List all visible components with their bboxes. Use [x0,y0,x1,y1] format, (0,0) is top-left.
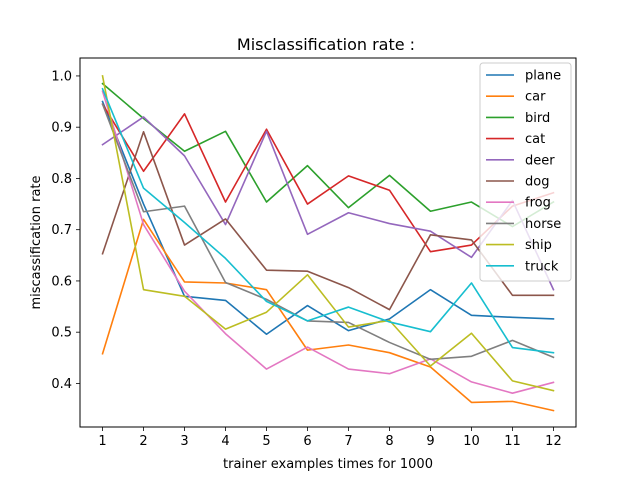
legend-label-dog: dog [525,175,549,190]
y-tick-label: 0.4 [51,377,72,392]
x-tick-label: 12 [545,434,562,449]
y-axis-title: miscassification rate [29,175,44,309]
x-tick-label: 1 [98,434,106,449]
y-tick-label: 0.8 [51,172,72,187]
x-tick-label: 7 [344,434,352,449]
x-tick-label: 11 [504,434,521,449]
legend-label-bird: bird [525,111,550,126]
x-tick-label: 9 [426,434,434,449]
legend-label-deer: deer [525,153,555,168]
legend-label-plane: plane [525,69,561,84]
legend-label-frog: frog [525,196,551,211]
y-tick-label: 0.5 [51,326,72,341]
x-tick-label: 4 [221,434,229,449]
series-line-frog [101,90,555,394]
series-line-dog [101,131,555,311]
axis-layer: 1 2 3 4 5 6 7 8 9 10 11 120.40.50.60.70.80.91.0 [51,69,561,449]
legend: plane car bird cat deer dog frog horse ship truck [479,62,572,282]
series-line-cat [101,103,555,253]
x-tick-label: 3 [180,434,188,449]
y-tick-label: 1.0 [51,69,72,84]
legend-label-car: car [525,90,546,105]
series-line-horse [101,103,555,361]
y-tick-label: 0.7 [51,223,72,238]
legend-label-horse: horse [525,217,561,232]
plot-frame [79,57,577,428]
y-tick-label: 0.6 [51,274,72,289]
y-tick-label: 0.9 [51,121,72,136]
x-tick-label: 5 [262,434,270,449]
legend-label-truck: truck [525,259,559,274]
series-line-ship [101,75,555,392]
series-line-truck [101,87,555,354]
chart-title: Misclassification rate : [237,35,415,54]
series-line-bird [101,82,555,228]
legend-label-ship: ship [525,238,552,253]
x-axis-title: trainer examples times for 1000 [223,457,433,472]
x-tick-label: 6 [303,434,311,449]
x-tick-label: 8 [385,434,393,449]
x-tick-label: 10 [463,434,480,449]
series-line-car [101,218,555,412]
legend-label-cat: cat [525,132,545,147]
series-layer [101,75,555,412]
x-tick-label: 2 [139,434,147,449]
